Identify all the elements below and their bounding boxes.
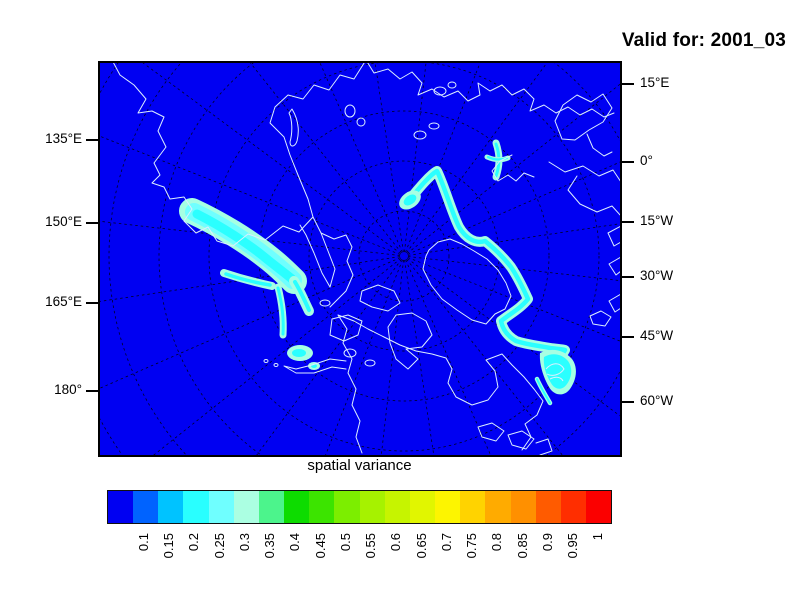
colorbar-cell: [258, 491, 285, 523]
colorbar-title: spatial variance: [307, 457, 412, 474]
colorbar-tick-label: 0.7: [438, 533, 454, 552]
colorbar-tick-label: 0.75: [464, 533, 479, 559]
colorbar-cell: [384, 491, 410, 523]
left-axis-tick-label: 135°E: [45, 131, 82, 146]
colorbar-tick-label: 0.5: [337, 533, 353, 552]
right-axis-tick: [622, 336, 634, 338]
left-axis-tick: [86, 390, 98, 392]
colorbar-cell: [108, 491, 134, 523]
left-axis-tick-label: 150°E: [45, 214, 82, 229]
colorbar-cell: [359, 491, 385, 523]
colorbar-tick-label: 1: [590, 533, 606, 541]
colorbar-cell: [208, 491, 234, 523]
colorbar-tick-label: 0.45: [312, 533, 328, 559]
colorbar-tick-label: 0.35: [262, 533, 277, 559]
colorbar-cell: [334, 491, 360, 523]
plot-title: Valid for: 2001_03: [621, 30, 786, 51]
colorbar-cell: [309, 491, 335, 523]
colorbar-tick-label: 0.6: [388, 533, 404, 552]
right-axis-tick: [622, 221, 634, 223]
left-axis-tick: [86, 302, 98, 304]
colorbar-tick-label: 0.25: [211, 533, 227, 559]
right-axis-tick-label: 15°W: [640, 213, 674, 228]
colorbar-tick-label: 0.95: [565, 533, 580, 559]
polar-map: [100, 63, 620, 455]
colorbar-tick-label: 0.55: [363, 533, 378, 559]
colorbar-cell: [158, 491, 184, 523]
left-axis-tick-label: 165°E: [45, 294, 82, 309]
colorbar-cell: [560, 491, 586, 523]
right-axis-tick-label: 45°W: [640, 328, 674, 343]
right-axis-tick: [622, 161, 634, 163]
colorbar-cell: [183, 491, 209, 523]
right-axis-tick-label: 0°: [640, 153, 653, 168]
colorbar-tick-label: 0.9: [539, 533, 555, 552]
right-axis-tick-label: 30°W: [640, 268, 674, 283]
colorbar: [107, 490, 612, 524]
right-axis-tick: [622, 276, 634, 278]
right-axis-tick: [622, 83, 634, 85]
colorbar-tick-label: 0.85: [514, 533, 530, 559]
colorbar-cell: [460, 491, 486, 523]
colorbar-cell: [485, 491, 511, 523]
left-axis-tick: [86, 222, 98, 224]
colorbar-tick-label: 0.1: [135, 533, 151, 552]
graticule: [100, 63, 620, 455]
colorbar-tick-label: 0.3: [236, 533, 252, 552]
colorbar-cell: [133, 491, 159, 523]
colorbar-cell: [435, 491, 461, 523]
colorbar-cell: [233, 491, 259, 523]
left-axis-tick: [86, 139, 98, 141]
colorbar-cell: [535, 491, 561, 523]
variance-bands: [179, 139, 576, 406]
colorbar-tick-label: 0.65: [413, 533, 429, 559]
colorbar-cell: [284, 491, 310, 523]
colorbar-tick-label: 0.2: [186, 533, 202, 552]
right-axis-tick-label: 15°E: [640, 75, 670, 90]
colorbar-tick-label: 0.15: [161, 533, 176, 559]
left-axis-tick-label: 180°: [54, 382, 82, 397]
map-plot-area: [98, 61, 622, 457]
colorbar-cell: [510, 491, 536, 523]
colorbar-cell: [585, 491, 612, 523]
colorbar-tick-label: 0.4: [287, 533, 303, 552]
colorbar-cell: [409, 491, 436, 523]
colorbar-tick-label: 0.8: [489, 533, 505, 552]
coastlines: [113, 63, 620, 455]
right-axis-tick: [622, 401, 634, 403]
right-axis-tick-label: 60°W: [640, 393, 674, 408]
